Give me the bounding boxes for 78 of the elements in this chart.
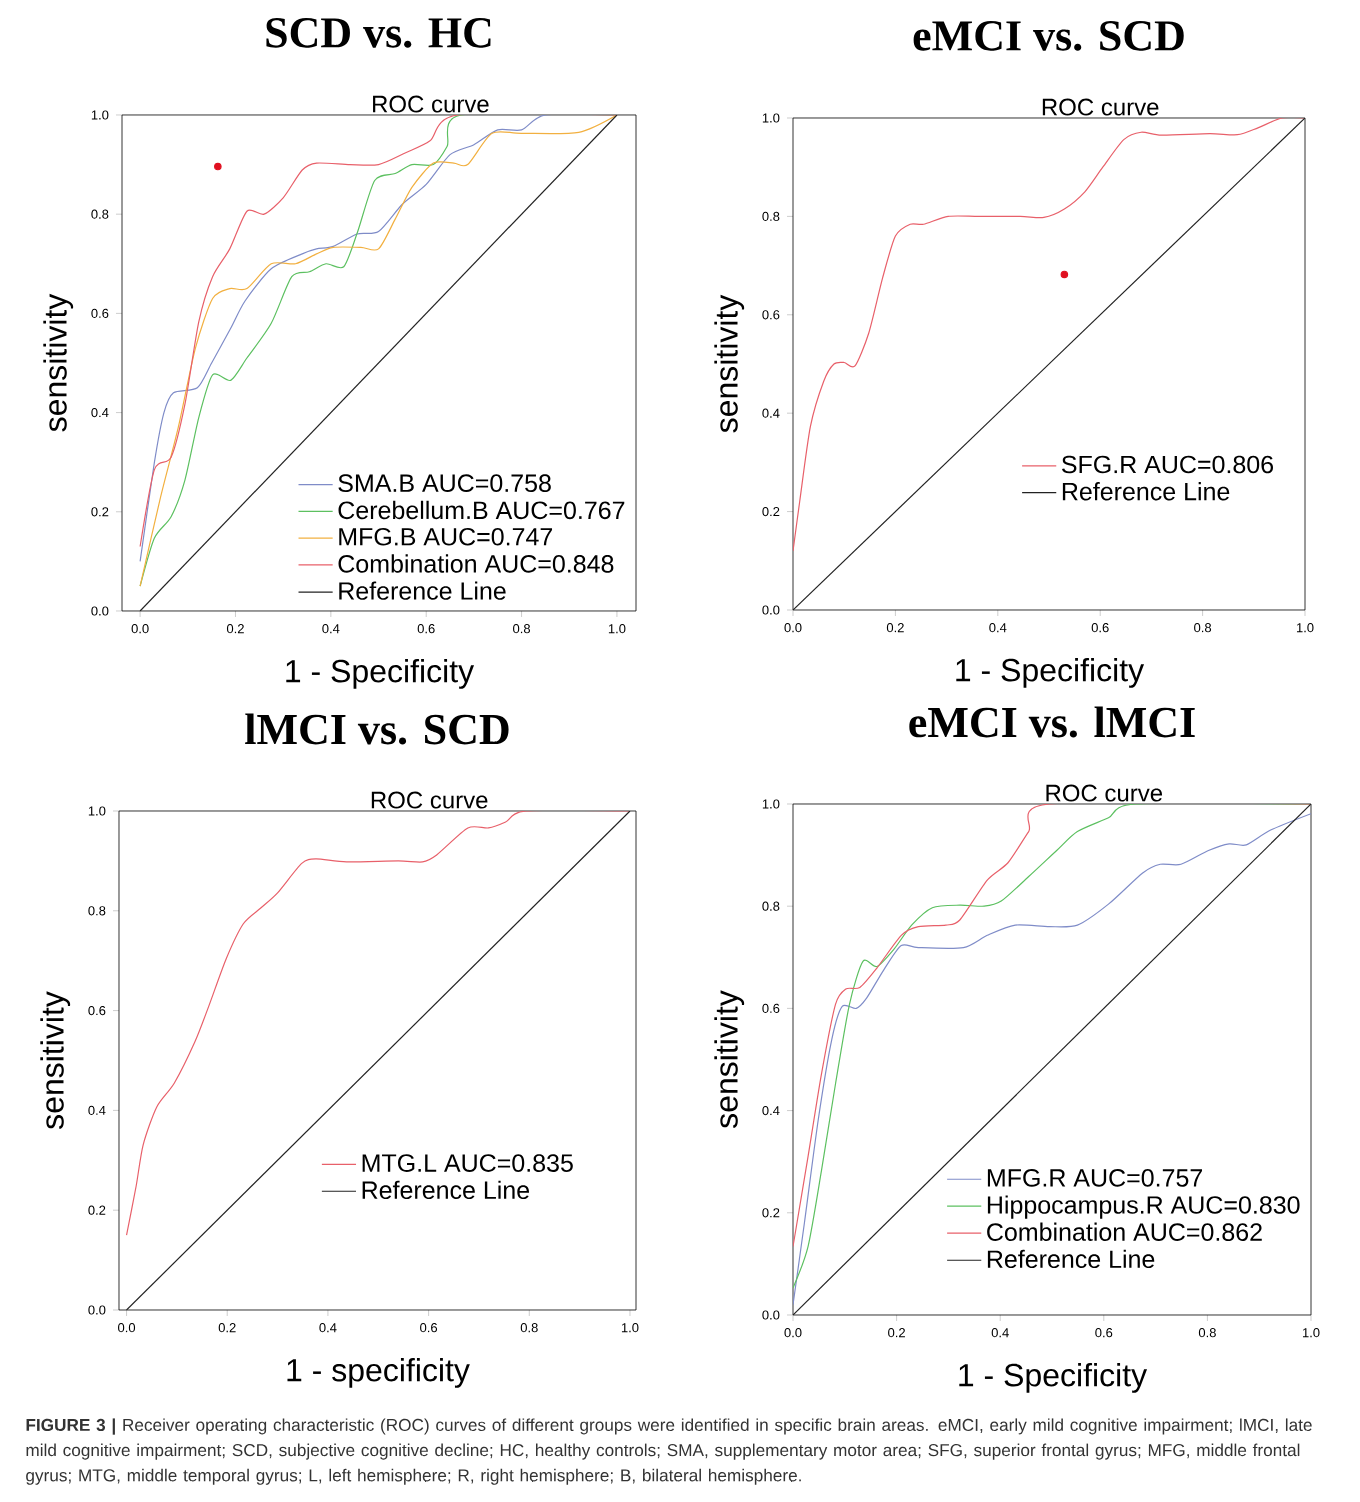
y-axis-title: sensitivity — [714, 990, 745, 1128]
legend-label: Combination AUC=0.848 — [338, 554, 614, 573]
x-tick-label: 0.0 — [131, 624, 149, 634]
legend-label: Combination AUC=0.862 — [987, 1222, 1262, 1241]
y-tick-label: 0.8 — [91, 209, 109, 219]
chart-title: eMCI vs. lMCI — [909, 706, 1195, 738]
x-tick-label: 0.2 — [886, 623, 904, 633]
y-tick-label: 0.6 — [91, 308, 109, 318]
y-tick-label: 0.4 — [88, 1105, 106, 1115]
y-tick-label: 0.8 — [762, 211, 780, 221]
x-tick-label: 1.0 — [1296, 623, 1314, 633]
x-tick-label: 0.6 — [417, 624, 435, 634]
y-tick-label: 0.2 — [91, 507, 109, 517]
y-tick-label: 0.0 — [762, 1310, 780, 1320]
x-tick-label: 1.0 — [621, 1323, 639, 1333]
chart-subtitle: ROC curve — [373, 95, 489, 113]
x-tick-label: 0.8 — [520, 1323, 538, 1333]
y-tick-label: 0.0 — [88, 1305, 106, 1315]
x-tick-label: 0.4 — [319, 1323, 337, 1333]
x-tick-label: 0.4 — [991, 1328, 1009, 1338]
y-tick-label: 0.6 — [762, 1003, 780, 1013]
legend-label: MFG.B AUC=0.747 — [339, 527, 553, 546]
x-tick-label: 0.8 — [513, 624, 531, 634]
x-axis-title: 1 - specificity — [287, 1358, 470, 1388]
x-tick-label: 0.6 — [1095, 1328, 1113, 1338]
y-axis-title: sensitivity — [40, 991, 71, 1129]
chart-title: lMCI vs. SCD — [245, 713, 509, 745]
legend-label: SFG.R AUC=0.806 — [1061, 455, 1273, 474]
legend-label: Reference Line — [1062, 482, 1230, 501]
y-axis-title: sensitivity — [43, 293, 74, 432]
legend-label: Cerebellum.B AUC=0.767 — [338, 500, 625, 520]
chart-title: eMCI vs. SCD — [913, 21, 1184, 51]
y-tick-label: 0.6 — [88, 1006, 106, 1016]
legend-label: Reference Line — [987, 1249, 1155, 1269]
x-tick-label: 0.0 — [784, 623, 802, 633]
text: FIGURE 3 | Receiver operating characteristic (ROC) curves of different groups were identified in specific brain areas. eMCI, early mild cognitive impairment; lMCI, late mild cognitive impairment; SCD, subjective cognitive decline; HC, healthy controls; SMA, supplementary motor area; SFG, superior frontal gyrus; MFG, middle frontal gyrus; MTG, middle temporal gyrus; L, left hemisphere; R, right hemisphere; B, bilateral hemisphere. — [26, 1418, 1312, 1485]
x-tick-label: 0.4 — [322, 624, 340, 634]
y-tick-label: 1.0 — [91, 110, 109, 120]
x-axis-title: 1 - Specificity — [956, 657, 1145, 688]
y-tick-label: 0.0 — [762, 605, 780, 615]
x-tick-label: 1.0 — [608, 624, 626, 634]
y-tick-label: 0.0 — [91, 606, 109, 616]
x-tick-label: 0.0 — [118, 1323, 136, 1333]
x-axis-title: 1 - Specificity — [286, 658, 475, 689]
legend-label: Reference Line — [339, 581, 506, 600]
legend-label: Hippocampus.R AUC=0.830 — [987, 1195, 1300, 1219]
chart-title: SCD vs. HC — [266, 18, 491, 48]
y-tick-label: 1.0 — [762, 113, 780, 123]
legend-label: Reference Line — [362, 1180, 530, 1200]
x-tick-label: 0.0 — [784, 1328, 802, 1338]
chart-subtitle: ROC curve — [371, 791, 488, 809]
y-tick-label: 0.2 — [762, 1208, 780, 1218]
chart-subtitle: ROC curve — [1046, 784, 1163, 802]
x-tick-label: 0.2 — [226, 624, 244, 634]
y-tick-label: 0.4 — [762, 408, 780, 418]
chart-subtitle: ROC curve — [1042, 98, 1159, 116]
x-tick-label: 0.2 — [888, 1328, 905, 1338]
y-tick-label: 0.2 — [762, 507, 780, 517]
x-axis-title: 1 - Specificity — [959, 1363, 1148, 1393]
y-tick-label: 0.4 — [762, 1106, 780, 1116]
x-tick-label: 0.4 — [989, 623, 1007, 633]
y-axis-title: sensitivity — [714, 294, 745, 433]
y-tick-label: 1.0 — [88, 806, 106, 816]
y-tick-label: 0.8 — [762, 901, 780, 911]
x-tick-label: 0.2 — [218, 1323, 236, 1333]
x-tick-label: 0.8 — [1194, 623, 1212, 633]
x-tick-label: 1.0 — [1302, 1328, 1320, 1338]
legend-label: MFG.R AUC=0.757 — [987, 1169, 1203, 1187]
x-tick-label: 0.6 — [420, 1323, 438, 1333]
y-tick-label: 1.0 — [762, 799, 780, 809]
legend-label: SMA.B AUC=0.758 — [338, 474, 551, 493]
x-tick-label: 0.6 — [1091, 623, 1109, 633]
y-tick-label: 0.8 — [88, 906, 106, 916]
x-tick-label: 0.8 — [1198, 1328, 1216, 1338]
y-tick-label: 0.6 — [762, 310, 780, 320]
y-tick-label: 0.2 — [88, 1205, 106, 1215]
y-tick-label: 0.4 — [91, 407, 109, 418]
legend-label: MTG.L AUC=0.835 — [362, 1154, 573, 1172]
